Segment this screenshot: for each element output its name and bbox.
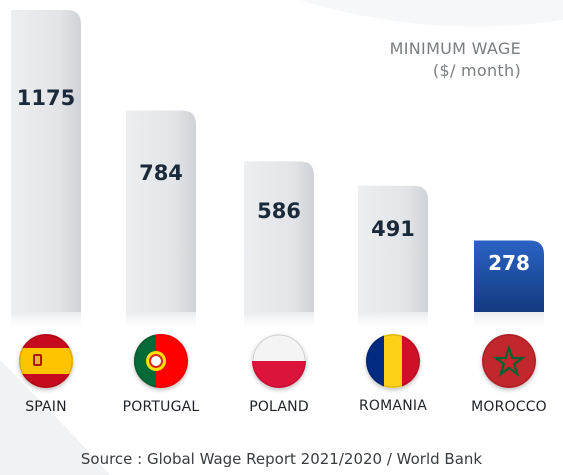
country-label-romania: ROMANIA	[359, 398, 427, 414]
portugal-flag-icon	[134, 334, 188, 388]
chart-subtitle: ($/ month)	[432, 61, 521, 80]
bar-base-spain	[11, 312, 81, 332]
value-label-romania: 491	[371, 217, 415, 242]
romania-flag-icon	[366, 334, 420, 388]
bar-base-portugal	[126, 312, 196, 332]
value-label-poland: 586	[257, 199, 301, 224]
bar-base-poland	[244, 312, 314, 332]
country-label-poland: POLAND	[249, 399, 309, 415]
source-note: Source : Global Wage Report 2021/2020 / …	[80, 450, 483, 468]
country-label-spain: SPAIN	[25, 399, 67, 415]
bar-romania	[358, 185, 428, 312]
value-label-portugal: 784	[139, 160, 183, 185]
value-label-spain: 1175	[16, 85, 76, 110]
country-label-portugal: PORTUGAL	[122, 399, 200, 415]
bar-morocco	[474, 240, 544, 312]
morocco-flag-icon	[482, 334, 536, 388]
spain-flag-icon	[19, 334, 73, 388]
bar-base-romania	[358, 312, 428, 332]
bar-poland	[244, 161, 314, 312]
value-label-morocco: 278	[488, 250, 530, 275]
bar-spain	[11, 10, 81, 312]
chart-title-block: MINIMUM WAGE ($/ month)	[390, 38, 521, 82]
chart-title: MINIMUM WAGE	[389, 39, 521, 58]
country-label-morocco: MOROCCO	[471, 399, 547, 415]
bar-portugal	[126, 110, 196, 312]
poland-flag-icon	[252, 334, 306, 388]
bar-base-morocco	[474, 312, 544, 332]
